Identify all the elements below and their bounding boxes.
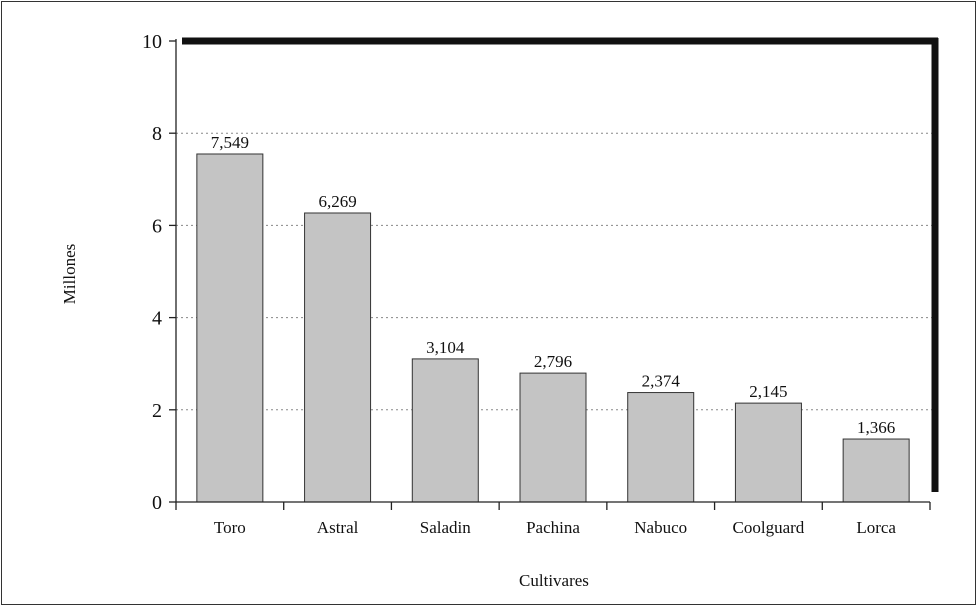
bars [196, 153, 910, 503]
bar-coolguard [734, 402, 802, 503]
data-label: 1,366 [857, 418, 895, 437]
x-tick-label: Nabuco [634, 518, 687, 537]
bar-saladin [411, 358, 479, 503]
y-tick-label: 0 [152, 492, 162, 514]
data-label: 2,796 [534, 352, 572, 371]
x-axis-title: Cultivares [519, 571, 589, 590]
x-tick-label: Toro [214, 518, 246, 537]
data-label: 3,104 [426, 338, 465, 357]
data-label: 2,145 [749, 382, 787, 401]
bar-pachina [519, 372, 587, 503]
x-tick-label: Saladin [420, 518, 471, 537]
axes [169, 39, 931, 510]
y-axis-title: Millones [60, 244, 79, 304]
bar-nabuco [627, 392, 695, 503]
y-tick-label: 2 [152, 400, 162, 422]
data-label: 7,549 [211, 133, 249, 152]
x-tick-label: Lorca [856, 518, 896, 537]
bar-astral [304, 212, 372, 503]
y-tick-label: 10 [142, 31, 162, 53]
plot-frame [182, 37, 939, 492]
bar-toro [196, 153, 264, 503]
y-tick-label: 4 [152, 308, 162, 330]
x-tick-label: Pachina [526, 518, 580, 537]
x-tick-label: Astral [317, 518, 359, 537]
labels: 0 2 4 6 8 10 7,549 Toro 6,269 Astral 3,104 Saladin 2… [142, 31, 896, 537]
y-tick-label: 6 [152, 215, 162, 237]
data-label: 6,269 [318, 192, 356, 211]
bar-lorca [842, 438, 910, 503]
data-label: 2,374 [642, 372, 681, 391]
x-tick-label: Coolguard [733, 518, 805, 537]
y-tick-label: 8 [152, 123, 162, 145]
